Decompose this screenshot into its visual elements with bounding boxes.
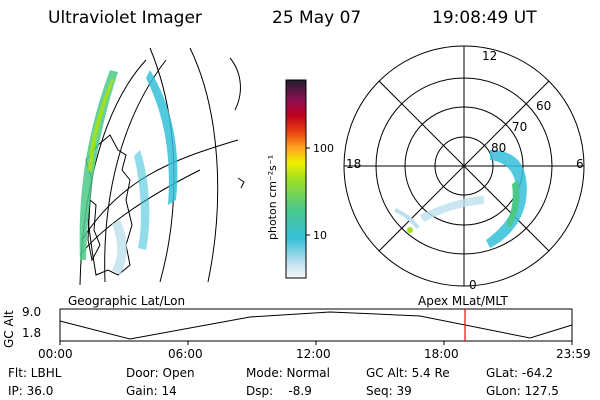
geographic-map xyxy=(79,47,245,286)
altitude-axis-label: GC Alt xyxy=(2,310,16,348)
info-seq: Seq: 39 xyxy=(366,384,412,398)
polar-plot xyxy=(343,45,585,287)
time-label: 19:08:49 UT xyxy=(432,8,537,28)
altitude-trace xyxy=(59,311,573,340)
lat-label-80: 80 xyxy=(491,141,506,155)
aurora-emission-polar xyxy=(394,150,527,248)
time-tick-label: 23:59 xyxy=(556,347,591,361)
island-outline xyxy=(87,198,101,262)
altitude-tick-high: 9.0 xyxy=(22,305,42,319)
apex-panel-label: Apex MLat/MLT xyxy=(418,294,508,308)
polar-diagonal xyxy=(378,80,550,252)
info-door: Door: Open xyxy=(126,366,195,380)
time-tick-label: 00:00 xyxy=(38,347,73,361)
colorbar-tick-label: 100 xyxy=(313,142,334,155)
map-grid-line xyxy=(229,57,241,111)
time-tick-label: 06:00 xyxy=(168,347,203,361)
mlt-label-6: 6 xyxy=(576,157,584,171)
colorbar-units-label: photon cm⁻²s⁻¹ xyxy=(266,155,279,240)
lat-label-60: 60 xyxy=(536,99,551,113)
colorbar-tick-label: 10 xyxy=(313,229,327,242)
mlt-label-18: 18 xyxy=(346,157,361,171)
geographic-panel-label: Geographic Lat/Lon xyxy=(68,294,186,308)
colorbar xyxy=(285,79,307,279)
mlt-label-0: 0 xyxy=(469,278,477,292)
map-grid-line xyxy=(79,169,201,256)
time-tick-label: 12:00 xyxy=(296,347,331,361)
info-glat: GLat: -64.2 xyxy=(486,366,553,380)
info-dsp: Dsp: -8.9 xyxy=(246,384,312,398)
lat-label-70: 70 xyxy=(512,120,527,134)
info-ip: IP: 36.0 xyxy=(8,384,54,398)
info-glon: GLon: 127.5 xyxy=(486,384,559,398)
map-grid-line xyxy=(81,139,239,241)
map-grid-line xyxy=(189,47,219,283)
info-gain: Gain: 14 xyxy=(126,384,177,398)
coast-fragment xyxy=(237,177,245,189)
altitude-strip-frame xyxy=(59,308,573,342)
aurora-emission-left xyxy=(79,70,178,275)
time-tick-label: 18:00 xyxy=(424,347,459,361)
date-label: 25 May 07 xyxy=(272,8,362,28)
info-gcalt: GC Alt: 5.4 Re xyxy=(366,366,450,380)
altitude-tick-low: 1.8 xyxy=(22,326,42,340)
mlt-label-12: 12 xyxy=(482,49,497,63)
info-mode: Mode: Normal xyxy=(246,366,330,380)
instrument-title: Ultraviolet Imager xyxy=(48,8,202,28)
info-flt: Flt: LBHL xyxy=(8,366,62,380)
